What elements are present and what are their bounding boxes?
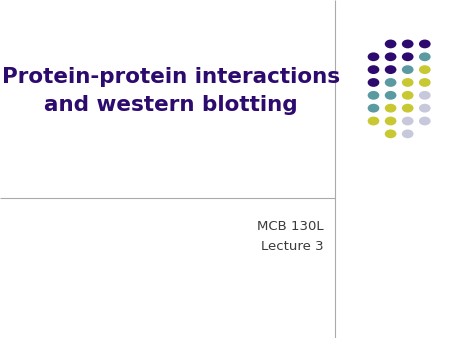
Circle shape bbox=[368, 65, 379, 74]
Circle shape bbox=[419, 52, 431, 61]
Circle shape bbox=[402, 65, 414, 74]
Circle shape bbox=[385, 52, 396, 61]
Circle shape bbox=[385, 117, 396, 125]
Circle shape bbox=[368, 78, 379, 87]
Circle shape bbox=[419, 40, 431, 48]
Circle shape bbox=[419, 91, 431, 100]
Circle shape bbox=[402, 40, 414, 48]
Circle shape bbox=[402, 129, 414, 138]
Circle shape bbox=[385, 40, 396, 48]
Circle shape bbox=[402, 78, 414, 87]
Circle shape bbox=[402, 52, 414, 61]
Circle shape bbox=[385, 129, 396, 138]
Circle shape bbox=[419, 117, 431, 125]
Circle shape bbox=[385, 65, 396, 74]
Circle shape bbox=[419, 104, 431, 113]
Text: Protein-protein interactions
and western blotting: Protein-protein interactions and western… bbox=[2, 67, 340, 115]
Text: MCB 130L
Lecture 3: MCB 130L Lecture 3 bbox=[257, 220, 324, 253]
Circle shape bbox=[402, 117, 414, 125]
Circle shape bbox=[385, 104, 396, 113]
Circle shape bbox=[402, 104, 414, 113]
Circle shape bbox=[368, 117, 379, 125]
Circle shape bbox=[402, 91, 414, 100]
Circle shape bbox=[368, 104, 379, 113]
Circle shape bbox=[385, 78, 396, 87]
Circle shape bbox=[368, 52, 379, 61]
Circle shape bbox=[419, 65, 431, 74]
Circle shape bbox=[419, 78, 431, 87]
Circle shape bbox=[385, 91, 396, 100]
Circle shape bbox=[368, 91, 379, 100]
